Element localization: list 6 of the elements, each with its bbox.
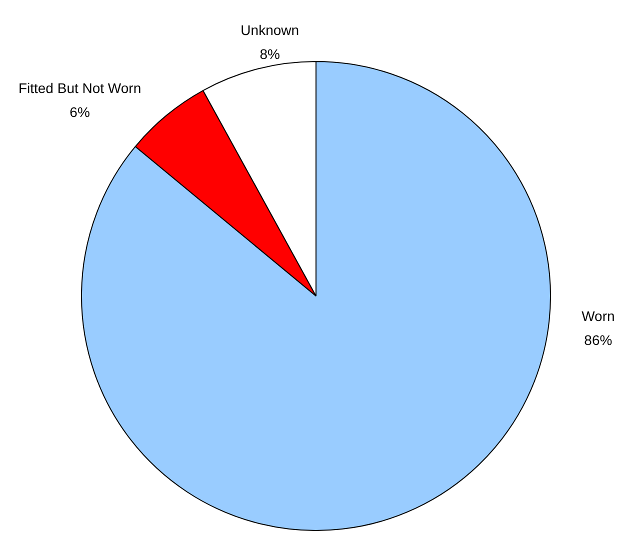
- slice-label: Worn: [582, 308, 615, 324]
- data-label: 86%: [584, 332, 612, 348]
- data-label: 6%: [70, 104, 90, 120]
- slice-label: Fitted But Not Worn: [18, 80, 142, 96]
- slice-label: Unknown: [240, 22, 300, 38]
- data-label: 8%: [260, 46, 280, 62]
